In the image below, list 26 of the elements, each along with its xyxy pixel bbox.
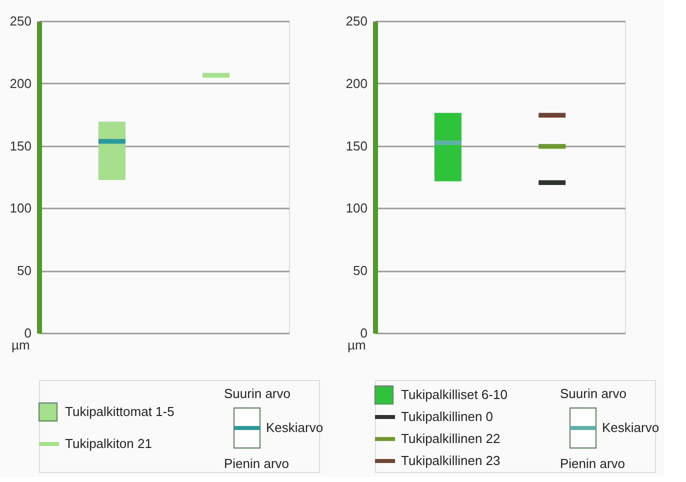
legend-label: Keskiarvo	[602, 420, 660, 435]
y-tick-label: 250	[10, 14, 32, 28]
y-tick-label: 50	[353, 263, 368, 278]
y-tick-label: 0	[360, 326, 368, 340]
y-axis-title: µm	[348, 338, 366, 352]
text: Suurin arvo	[560, 386, 626, 401]
y-tick-label: 150	[346, 138, 368, 154]
legend-label: Keskiarvo	[266, 420, 324, 435]
legend-label: Tukipalkilliset 6-10	[401, 387, 508, 402]
legend-label: Tukipalkillinen 22	[401, 431, 500, 446]
legend-label: Tukipalkillinen 0	[401, 409, 494, 424]
y-tick-label: 100	[10, 200, 32, 216]
y-tick-label: 250	[346, 14, 368, 28]
y-tick-label: 50	[17, 263, 32, 278]
y-tick-label: 100	[346, 200, 368, 216]
text: Pienin arvo	[224, 456, 290, 471]
legend-label: Tukipalkiton 21	[65, 436, 152, 451]
y-tick-label: 0	[24, 326, 32, 340]
legend-label: Tukipalkillinen 23	[401, 453, 500, 468]
legend-label: Tukipalkittomat 1-5	[65, 404, 174, 419]
y-tick-label: 200	[346, 76, 368, 91]
y-axis-title: µm	[12, 338, 30, 352]
text: Pienin arvo	[560, 456, 626, 471]
y-tick-label: 150	[10, 138, 32, 154]
y-tick-label: 200	[10, 76, 32, 91]
text: Suurin arvo	[224, 386, 290, 401]
